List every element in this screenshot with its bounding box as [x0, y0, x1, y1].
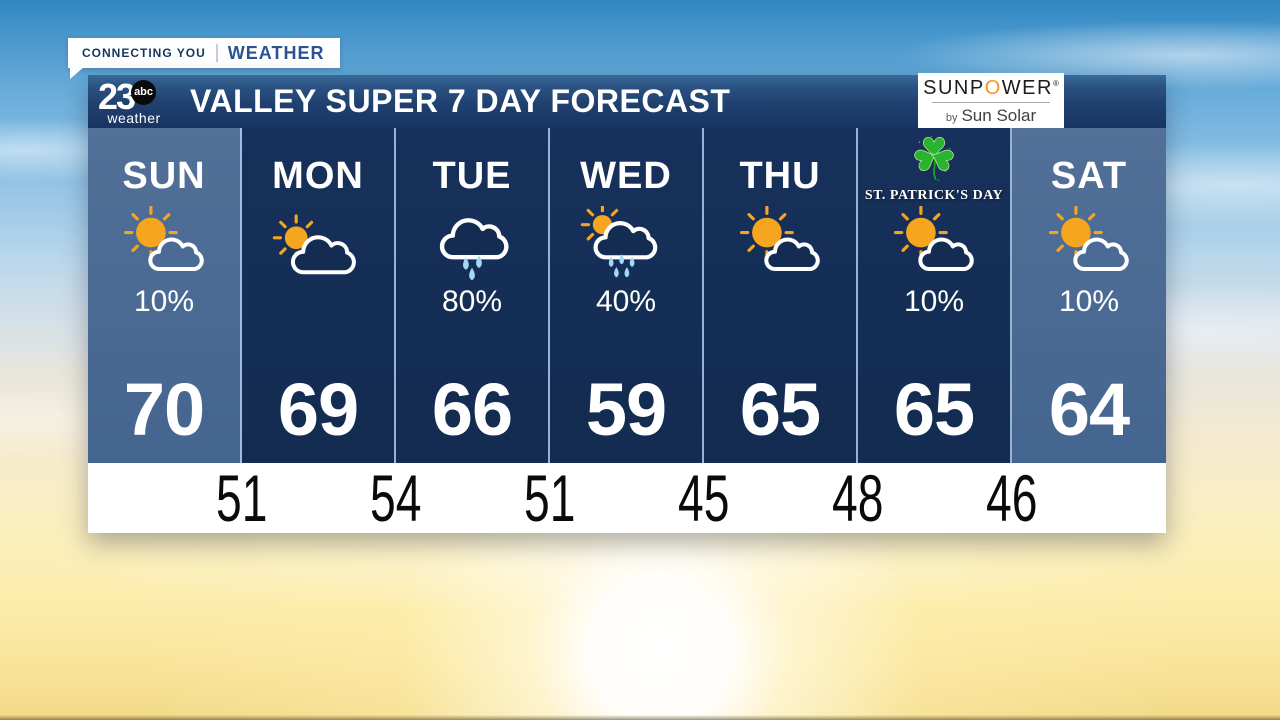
precip-chance: 40% [595, 285, 657, 318]
high-temp: 59 [585, 368, 667, 451]
sponsor-brand: SUNPOWER® [918, 78, 1064, 98]
sun-cloud-icon [124, 206, 204, 272]
sun-behind-cloud-icon [272, 214, 356, 275]
sun-rain-cloud-icon [580, 206, 658, 278]
low-temp: 46 [942, 463, 1082, 533]
low-temp: 51 [480, 463, 620, 533]
low-temp-value: 45 [678, 461, 730, 535]
forecast-day-column: ST. PATRICK'S DAY 10% 65 [858, 128, 1012, 463]
sponsor-brand-o: O [984, 77, 1002, 99]
station-logo-top: 23 abc [98, 75, 176, 117]
precip-chance: 10% [133, 285, 195, 318]
logo-weather: weather [107, 109, 161, 126]
badge-divider [215, 44, 218, 62]
weather-icon [270, 206, 366, 280]
high-temp: 65 [739, 368, 821, 451]
forecast-day-column: SAT 10% 64 [1012, 128, 1166, 463]
sun-cloud-icon [740, 206, 820, 272]
forecast-day-column: MON 69 [242, 128, 396, 463]
day-label: WED [580, 155, 672, 197]
precip-chance: 10% [903, 285, 965, 318]
page-title: VALLEY SUPER 7 DAY FORECAST [190, 83, 731, 119]
station-logo: 23 abc weather [98, 75, 176, 126]
low-temp: 54 [326, 463, 466, 533]
low-temps-strip: 51 54 51 45 48 46 [88, 463, 1166, 533]
high-temp: 66 [431, 368, 513, 451]
badge-connecting-you: CONNECTING YOU [82, 46, 206, 60]
low-temp-value: 54 [370, 461, 422, 535]
holiday-block: ST. PATRICK'S DAY [865, 132, 1003, 204]
rain-cloud-icon [439, 218, 509, 280]
logo-23: 23 [98, 75, 136, 117]
registered-mark: ® [1052, 79, 1059, 88]
shamrock-icon [914, 135, 954, 181]
low-temp: 48 [788, 463, 928, 533]
high-temp: 64 [1048, 368, 1130, 451]
holiday-label: ST. PATRICK'S DAY [864, 188, 1004, 203]
weather-icon [578, 206, 674, 280]
sun-cloud-icon [894, 206, 974, 272]
low-temp: 45 [634, 463, 774, 533]
forecast-day-column: TUE 80% 66 [396, 128, 550, 463]
station-badge: CONNECTING YOU WEATHER [68, 38, 341, 79]
high-temp: 69 [277, 368, 359, 451]
sponsor-byline: by Sun Solar [918, 106, 1064, 126]
sponsor-box: SUNPOWER® by Sun Solar [918, 73, 1064, 130]
day-label: THU [739, 155, 821, 197]
sun-cloud-icon [1049, 206, 1129, 272]
weather-icon [116, 206, 212, 280]
abc-logo-icon: abc [131, 80, 157, 105]
forecast-day-column: SUN 10% 70 [88, 128, 242, 463]
forecast-columns: SUN 10% 70 MON 69 TUE 80% 66 WED 40% 59 … [88, 128, 1166, 463]
day-label: SAT [1050, 155, 1128, 197]
precip-chance: 80% [441, 285, 503, 318]
sponsor-name: Sun Solar [961, 106, 1037, 125]
day-label: MON [272, 155, 364, 197]
weather-icon [732, 206, 828, 280]
low-temp-value: 51 [216, 461, 268, 535]
day-label: SUN [122, 155, 206, 197]
badge-weather: WEATHER [227, 42, 325, 63]
precip-chance: 10% [1058, 285, 1120, 318]
low-temp: 51 [172, 463, 312, 533]
weather-icon [1041, 206, 1137, 280]
high-temp: 65 [893, 368, 975, 451]
weather-icon [886, 206, 982, 280]
day-label: TUE [432, 155, 512, 197]
weather-icon [424, 206, 520, 280]
forecast-day-column: THU 65 [704, 128, 858, 463]
high-temp: 70 [123, 368, 205, 451]
sponsor-by: by [945, 112, 958, 124]
low-temp-value: 48 [832, 461, 884, 535]
sponsor-brand-suffix: WER [1001, 77, 1053, 99]
forecast-header: 23 abc weather VALLEY SUPER 7 DAY FORECA… [88, 73, 1166, 130]
forecast-panel: 23 abc weather VALLEY SUPER 7 DAY FORECA… [88, 73, 1166, 533]
sponsor-brand-prefix: SUNP [923, 77, 985, 99]
forecast-day-column: WED 40% 59 [550, 128, 704, 463]
low-temp-value: 46 [986, 461, 1038, 535]
sponsor-divider [932, 102, 1050, 103]
low-temp-value: 51 [524, 461, 576, 535]
